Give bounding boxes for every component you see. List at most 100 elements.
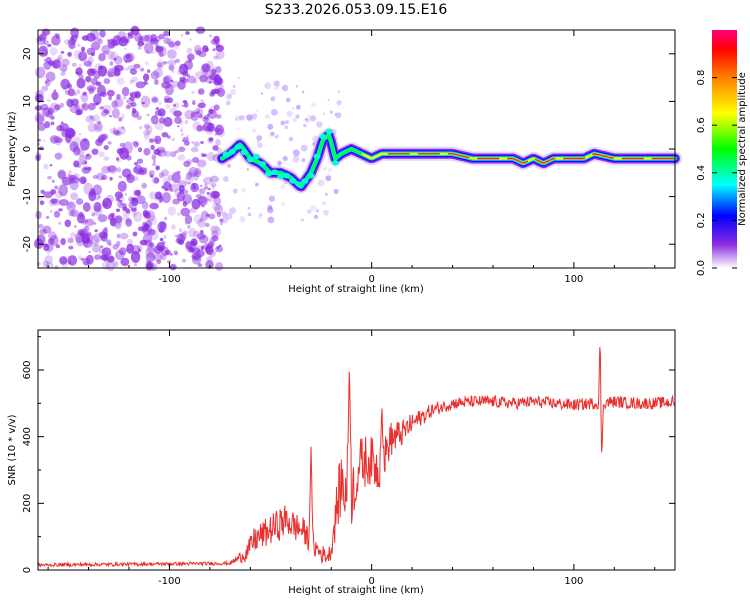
colorbar-ticks: 0.0 0.2 0.4 0.6 0.8 xyxy=(696,70,737,276)
noise-blob xyxy=(34,113,45,123)
noise-blob xyxy=(86,32,96,42)
noise-blob xyxy=(106,165,117,172)
noise-blob xyxy=(184,215,193,224)
noise-blob xyxy=(43,191,53,199)
noise-blob xyxy=(75,71,79,75)
noise-blob xyxy=(99,30,106,38)
noise-blob xyxy=(143,147,151,156)
noise-blob xyxy=(38,45,49,57)
x-tick-label: -100 xyxy=(158,274,181,285)
noise-blob xyxy=(200,141,204,144)
noise-blob xyxy=(76,177,81,181)
noise-blob xyxy=(127,32,132,37)
noise-blob xyxy=(66,83,72,89)
noise-blob xyxy=(153,177,160,184)
noise-blob xyxy=(327,99,330,102)
noise-blob xyxy=(38,33,47,41)
noise-blob xyxy=(54,185,59,190)
noise-blob xyxy=(191,90,195,95)
noise-blob xyxy=(97,214,108,223)
noise-blob xyxy=(144,212,151,219)
noise-blob xyxy=(133,141,139,148)
noise-blob xyxy=(167,49,177,59)
noise-blob xyxy=(67,39,76,49)
noise-blob xyxy=(270,96,276,102)
colorbar-tick-label: 0.8 xyxy=(696,70,707,86)
noise-blob xyxy=(73,160,80,168)
noise-blob xyxy=(267,206,274,214)
noise-blob xyxy=(107,141,112,145)
noise-blob xyxy=(43,31,47,35)
noise-blob xyxy=(141,102,145,105)
noise-blob xyxy=(118,175,122,179)
noise-blob xyxy=(40,189,46,194)
noise-blob xyxy=(291,107,295,111)
noise-blob xyxy=(150,174,154,178)
noise-blob xyxy=(120,35,129,44)
noise-blob xyxy=(83,225,90,232)
noise-blob xyxy=(210,137,214,140)
noise-blob xyxy=(135,93,140,97)
noise-blob xyxy=(173,102,180,109)
noise-blob xyxy=(86,218,95,226)
noise-blob xyxy=(167,59,177,66)
noise-blob xyxy=(36,234,46,245)
noise-blob xyxy=(37,122,46,132)
noise-blob xyxy=(101,165,111,174)
noise-blob xyxy=(73,225,77,228)
noise-blob xyxy=(161,81,172,89)
noise-blob xyxy=(159,237,164,242)
spectrogram-y-ticks: -20 -10 0 10 20 xyxy=(22,47,675,252)
noise-blob xyxy=(180,128,184,132)
noise-blob xyxy=(129,96,135,102)
noise-blob xyxy=(50,116,55,120)
noise-blob xyxy=(56,137,64,144)
noise-blob xyxy=(247,206,250,210)
noise-blob xyxy=(211,226,222,237)
noise-blob xyxy=(85,254,94,265)
noise-blob xyxy=(171,137,176,142)
noise-blob xyxy=(59,199,69,206)
noise-blob xyxy=(100,233,108,242)
noise-blob xyxy=(64,219,72,228)
noise-blob xyxy=(78,133,82,136)
noise-blob xyxy=(145,263,155,272)
noise-blob xyxy=(209,69,217,75)
noise-blob xyxy=(54,265,59,270)
noise-blob xyxy=(67,170,72,175)
noise-blob xyxy=(58,184,68,197)
noise-blob xyxy=(130,207,137,212)
noise-blob xyxy=(292,155,300,163)
noise-blob xyxy=(216,246,220,250)
noise-blob xyxy=(301,158,306,163)
noise-blob xyxy=(192,230,200,238)
noise-blob xyxy=(121,215,129,221)
noise-blob xyxy=(200,67,206,72)
noise-blob xyxy=(126,238,134,247)
noise-blob xyxy=(268,131,276,138)
noise-blob xyxy=(142,221,146,225)
noise-blob xyxy=(76,77,86,89)
noise-blob xyxy=(256,139,260,143)
noise-blob xyxy=(70,37,76,45)
noise-blob xyxy=(111,108,120,119)
noise-blob xyxy=(143,132,150,140)
noise-blob xyxy=(42,260,50,267)
noise-blob xyxy=(115,240,121,247)
noise-blob xyxy=(161,185,165,189)
noise-blob xyxy=(109,115,112,118)
noise-blob xyxy=(131,140,137,146)
noise-blob xyxy=(97,120,102,125)
noise-blob xyxy=(219,218,224,223)
noise-blob xyxy=(170,151,177,158)
noise-blob xyxy=(135,81,146,89)
noise-blob xyxy=(92,174,99,180)
noise-blob xyxy=(186,53,195,61)
noise-blob xyxy=(307,114,311,118)
noise-blob xyxy=(201,63,211,73)
noise-blob xyxy=(55,244,61,249)
noise-blob xyxy=(185,241,193,250)
noise-blob xyxy=(174,58,180,63)
noise-blob xyxy=(153,148,161,156)
noise-blob xyxy=(239,216,246,223)
